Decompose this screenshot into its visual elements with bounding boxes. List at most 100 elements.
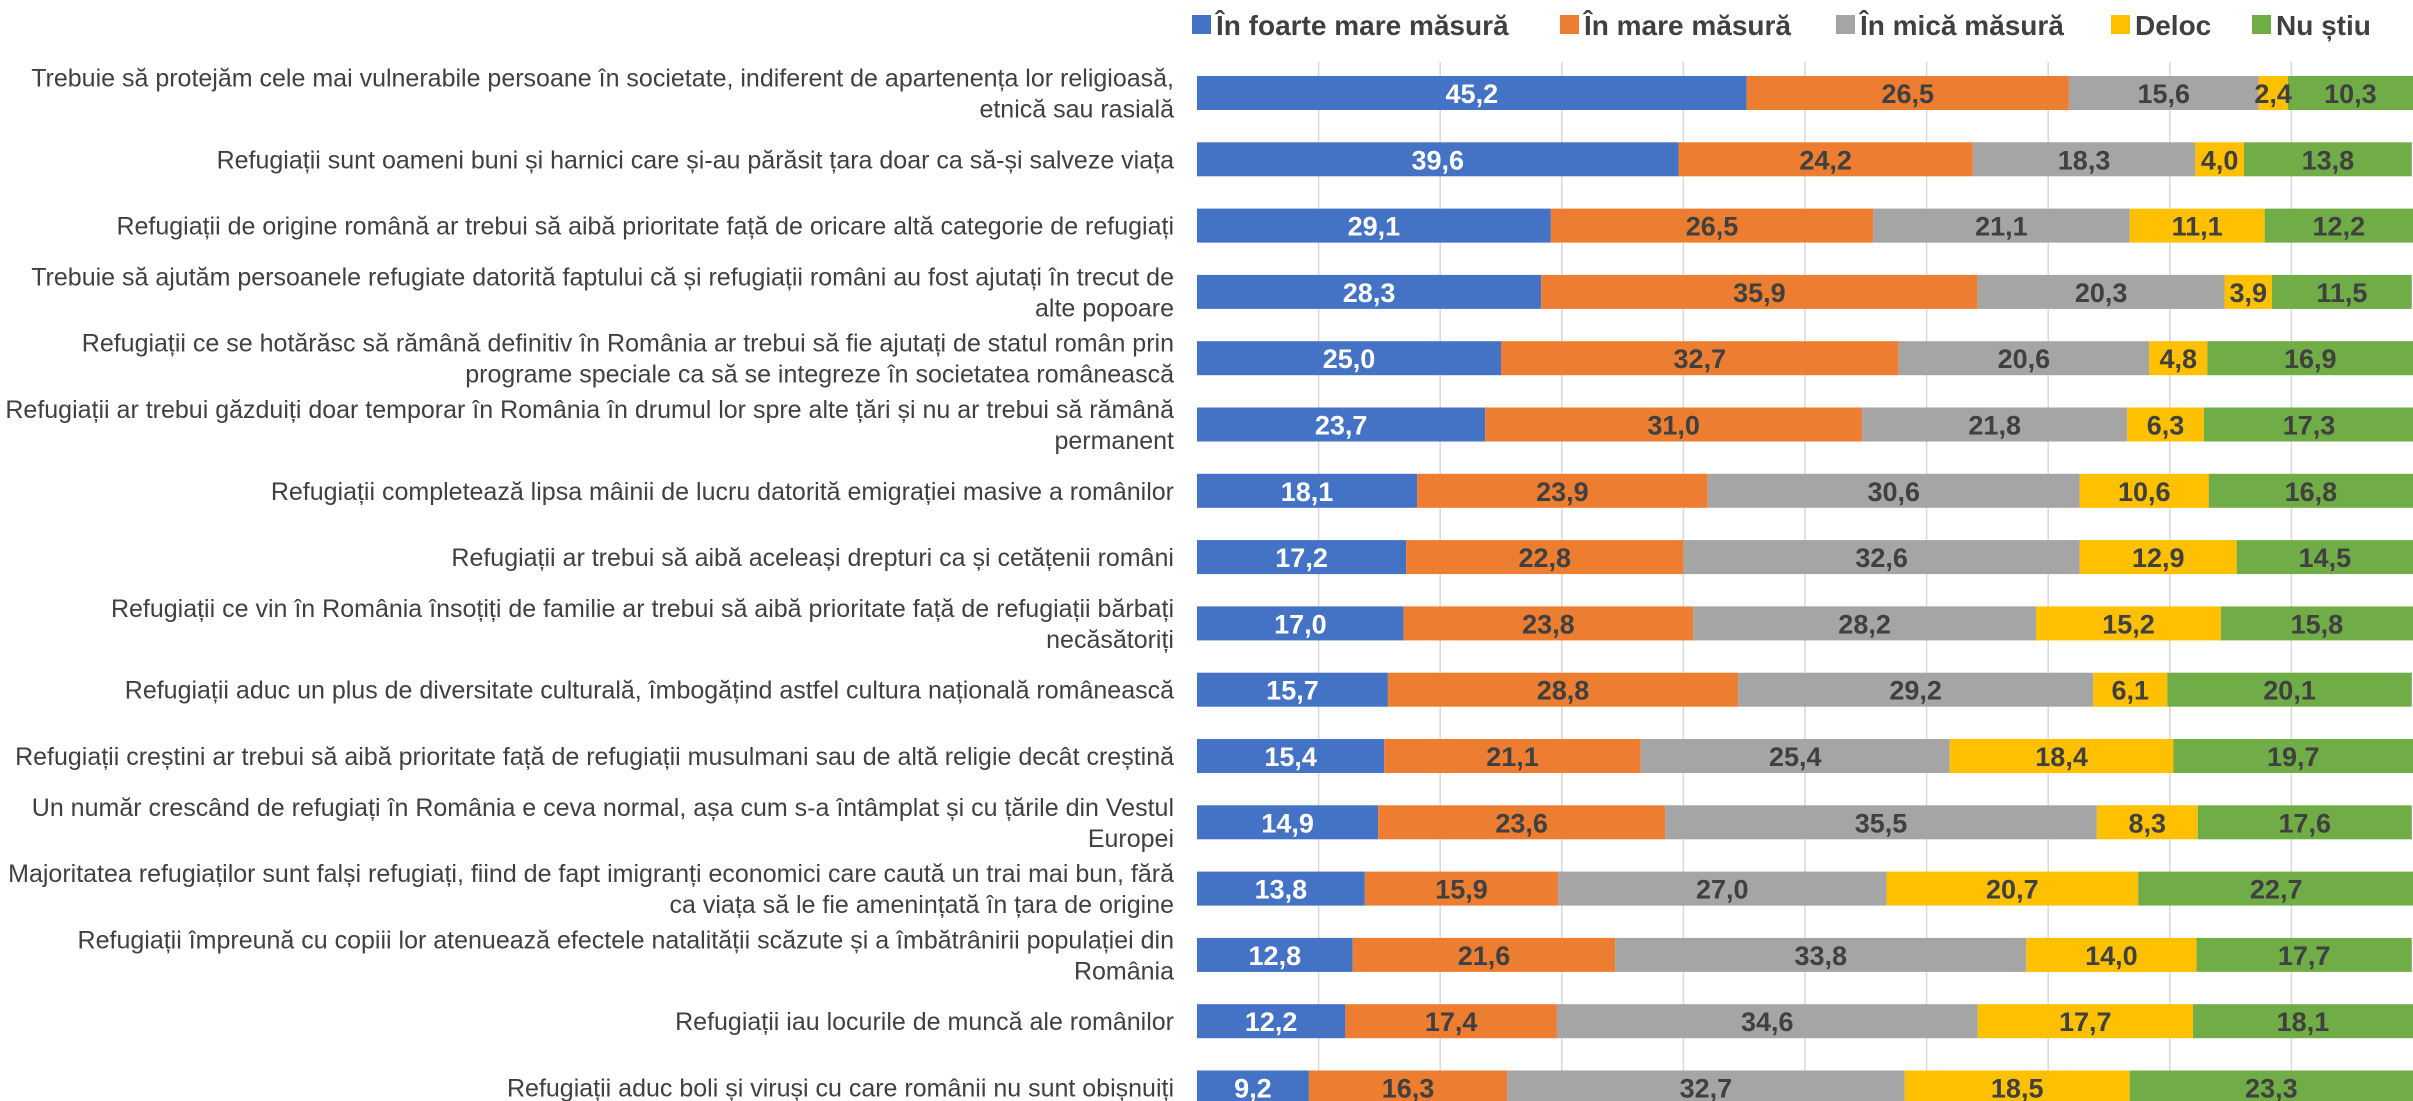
- data-label: 11,1: [2172, 212, 2223, 242]
- bar-segment: [1556, 1004, 1978, 1039]
- bar-segment: [2079, 540, 2237, 575]
- value-labels-group: 45,2 26,5 15,6 2,4 10,3 39,6 24,2 18,3 4,0 13,8 29…: [1234, 79, 2376, 1101]
- data-label: 23,3: [2245, 1074, 2298, 1101]
- bar-segment: [1197, 1070, 1309, 1101]
- category-label: Refugiații aduc un plus de diversitate c…: [125, 677, 1174, 705]
- legend-swatch: [2252, 15, 2271, 34]
- bar-segment: [2129, 1070, 2413, 1101]
- data-label: 17,2: [1275, 543, 1328, 573]
- bar-segment: [1197, 606, 1404, 641]
- bar-segment: [2129, 208, 2265, 243]
- bar-segment: [1197, 805, 1379, 840]
- bar-segment: [1615, 937, 2027, 972]
- data-label: 16,9: [2284, 344, 2337, 374]
- bar-segment: [1197, 672, 1388, 707]
- bar-segment: [1197, 142, 1679, 177]
- data-label: 3,9: [2229, 278, 2267, 308]
- bar-segment: [1308, 1070, 1508, 1101]
- bar-segment: [1197, 341, 1501, 376]
- data-label: 14,5: [2299, 543, 2352, 573]
- bar-segment: [1665, 805, 2097, 840]
- data-label: 18,5: [1991, 1074, 2044, 1101]
- data-label: 14,9: [1261, 808, 1314, 838]
- data-label: 22,7: [2250, 875, 2303, 905]
- data-label: 12,9: [2132, 543, 2185, 573]
- data-label: 17,0: [1274, 609, 1327, 639]
- bar-segment: [1501, 341, 1899, 376]
- data-label: 10,3: [2324, 79, 2377, 109]
- bars-group: [1197, 76, 2413, 1101]
- category-label: Refugiații ar trebui găzduiți doar tempo…: [5, 396, 1174, 424]
- bar-segment: [2243, 142, 2412, 177]
- category-label: programe speciale ca să se integreze în …: [465, 361, 1174, 389]
- category-label: alte popoare: [1035, 294, 1174, 322]
- data-label: 23,6: [1495, 808, 1548, 838]
- bar-segment: [1197, 739, 1385, 773]
- data-label: 15,9: [1435, 875, 1488, 905]
- data-label: 13,8: [2302, 145, 2355, 175]
- category-label: Refugiații completează lipsa mâinii de l…: [271, 478, 1174, 506]
- category-label: necăsătoriți: [1046, 626, 1174, 654]
- bar-segment: [2068, 76, 2259, 110]
- data-label: 35,5: [1855, 808, 1908, 838]
- data-label: 17,4: [1425, 1007, 1478, 1037]
- bar-segment: [2192, 1004, 2413, 1039]
- legend-label: Nu știu: [2276, 10, 2371, 41]
- bar-segment: [1683, 540, 2080, 575]
- data-label: 29,2: [1889, 676, 1942, 706]
- category-label: Europei: [1088, 825, 1174, 853]
- data-label: 21,6: [1458, 941, 1511, 971]
- bar-segment: [1406, 540, 1684, 575]
- bar-segment: [1352, 937, 1616, 972]
- data-label: 12,2: [1245, 1007, 1298, 1037]
- data-label: 23,7: [1315, 411, 1368, 441]
- data-label: 11,5: [2316, 278, 2367, 308]
- bar-segment: [1387, 672, 1739, 707]
- data-label: 17,6: [2278, 808, 2331, 838]
- bar-segment: [1550, 208, 1874, 243]
- bar-segment: [1541, 274, 1978, 309]
- category-label: Trebuie să ajutăm persoanele refugiate d…: [31, 263, 1174, 291]
- data-label: 23,9: [1536, 477, 1589, 507]
- bar-segment: [1197, 937, 1353, 972]
- bar-segment: [2173, 739, 2413, 773]
- bar-segment: [2203, 407, 2413, 442]
- data-label: 15,2: [2102, 609, 2155, 639]
- data-label: 15,6: [2137, 79, 2190, 109]
- data-label: 27,0: [1696, 875, 1749, 905]
- bar-segment: [1507, 1070, 1905, 1101]
- bar-segment: [1707, 473, 2080, 508]
- data-label: 17,3: [2283, 411, 2336, 441]
- legend-label: Deloc: [2135, 10, 2211, 41]
- legend-label: În mare măsură: [1582, 10, 1791, 41]
- data-label: 32,7: [1674, 344, 1727, 374]
- data-label: 6,1: [2112, 676, 2150, 706]
- bar-segment: [1364, 871, 1559, 906]
- bar-segment: [1738, 672, 2094, 707]
- bar-segment: [1197, 473, 1418, 508]
- data-label: 18,1: [1281, 477, 1334, 507]
- data-label: 32,6: [1855, 543, 1908, 573]
- data-label: 30,6: [1867, 477, 1920, 507]
- bar-segment: [1886, 871, 2139, 906]
- category-labels-group: Trebuie să protejăm cele mai vulnerabile…: [5, 65, 1174, 1101]
- data-label: 45,2: [1446, 79, 1499, 109]
- bar-segment: [1378, 805, 1666, 840]
- data-label: 4,8: [2160, 344, 2198, 374]
- bar-segment: [2196, 937, 2412, 972]
- data-label: 29,1: [1348, 212, 1401, 242]
- data-label: 15,4: [1264, 742, 1317, 772]
- bar-segment: [1417, 473, 1708, 508]
- data-label: 18,1: [2277, 1007, 2330, 1037]
- category-label: Refugiații ce se hotărăsc să rămână defi…: [82, 330, 1174, 358]
- data-label: 6,3: [2147, 411, 2185, 441]
- bar-segment: [1197, 76, 1747, 110]
- bar-segment: [2036, 606, 2221, 641]
- bar-segment: [2149, 341, 2208, 376]
- data-label: 28,3: [1343, 278, 1396, 308]
- legend-label: În mică măsură: [1858, 10, 2064, 41]
- data-label: 14,0: [2085, 941, 2138, 971]
- bar-segment: [2197, 805, 2412, 840]
- category-label: Refugiații sunt oameni buni și harnici c…: [217, 146, 1175, 174]
- bar-segment: [2287, 76, 2413, 110]
